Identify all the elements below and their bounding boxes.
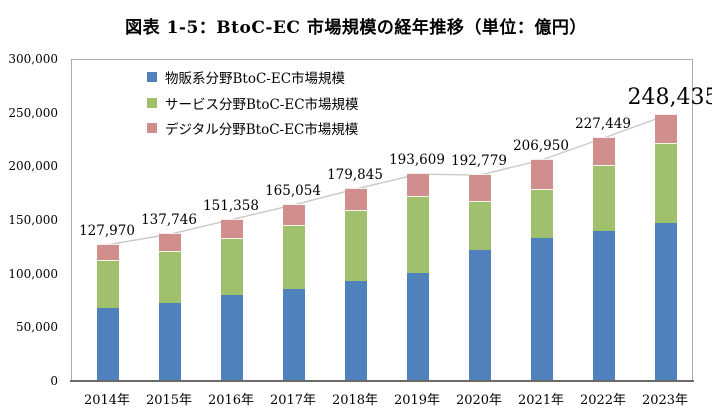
bar-segment: [97, 259, 119, 308]
bar-segment: [345, 209, 367, 282]
total-label-2022年: 227,449: [575, 115, 631, 132]
total-label-2017年: 165,054: [265, 182, 321, 199]
total-line: [107, 114, 667, 246]
total-label-2015年: 137,746: [141, 212, 197, 229]
bar-segment: [531, 188, 553, 239]
bar-segment: [469, 174, 491, 201]
bar-segment: [221, 295, 243, 381]
bar-segment: [283, 288, 305, 381]
total-label-2021年: 206,950: [513, 137, 569, 154]
bar-segment: [655, 142, 677, 224]
bar-segment: [593, 164, 615, 231]
legend-label: 物販系分野BtoC-EC市場規模: [165, 71, 346, 87]
legend-swatch-icon: [147, 72, 157, 82]
bar-segment: [283, 203, 305, 225]
bar-segment: [159, 303, 181, 381]
x-axis-label: 2019年: [393, 393, 441, 408]
legend: 物販系分野BtoC-EC市場規模 サービス分野BtoC-EC市場規模 デジタル分野B…: [147, 67, 359, 144]
x-axis-label: 2018年: [331, 393, 379, 408]
bar-2015年: [159, 233, 181, 381]
total-label-2020年: 192,779: [451, 153, 507, 170]
y-tick-label: 100,000: [8, 266, 58, 281]
bar-2023年: [655, 114, 677, 381]
bar-2020年: [469, 174, 491, 381]
total-label-2019年: 193,609: [389, 152, 445, 169]
total-label-2014年: 127,970: [79, 222, 135, 239]
bar-segment: [221, 237, 243, 296]
y-tick-label: 50,000: [16, 320, 58, 335]
bar-segment: [97, 243, 119, 260]
legend-swatch-icon: [147, 123, 157, 133]
total-label-2018年: 179,845: [327, 166, 383, 183]
bar-segment: [593, 230, 615, 381]
bar-segment: [97, 307, 119, 381]
bar-segment: [469, 200, 491, 250]
y-tick-label: 250,000: [8, 105, 58, 120]
legend-item: サービス分野BtoC-EC市場規模: [147, 93, 359, 113]
x-axis-label: 2014年: [83, 393, 131, 408]
x-axis-label: 2022年: [579, 393, 627, 408]
bar-segment: [469, 249, 491, 381]
y-tick-label: 0: [50, 374, 58, 388]
bar-segment: [531, 238, 553, 381]
legend-item: 物販系分野BtoC-EC市場規模: [147, 67, 359, 87]
bar-segment: [221, 218, 243, 238]
y-tick-label: 300,000: [8, 52, 58, 66]
bar-2018年: [345, 187, 367, 381]
bar-segment: [655, 223, 677, 381]
legend-label: サービス分野BtoC-EC市場規模: [165, 96, 359, 113]
x-axis-line: [70, 380, 694, 382]
bar-2021年: [531, 158, 553, 381]
y-tick-label: 150,000: [8, 213, 58, 227]
bar-segment: [159, 250, 181, 304]
bar-segment: [345, 187, 367, 210]
x-axis-label: 2016年: [207, 393, 255, 408]
bar-2017年: [283, 203, 305, 381]
chart-title: 図表 1-5：BtoC-EC 市場規模の経年推移（単位：億円）: [125, 18, 587, 38]
legend-label: デジタル分野BtoC-EC市場規模: [165, 122, 359, 138]
x-axis-label: 2021年: [517, 393, 565, 408]
bar-segment: [159, 233, 181, 251]
total-label-2023年: 248,435: [627, 85, 712, 111]
bar-segment: [407, 173, 429, 197]
bar-segment: [283, 224, 305, 289]
y-axis: 0 50,000 100,000 150,000 200,000 250,000 300,0…: [0, 0, 58, 415]
legend-swatch-icon: [147, 97, 157, 108]
bar-segment: [407, 273, 429, 381]
bar-2019年: [407, 173, 429, 381]
bar-2016年: [221, 218, 243, 381]
plot-area: [71, 59, 693, 381]
x-axis-label: 2017年: [269, 393, 317, 408]
x-axis-label: 2023年: [641, 393, 689, 408]
bar-segment: [345, 281, 367, 381]
bar-segment: [655, 114, 677, 143]
x-axis-label: 2015年: [145, 393, 193, 408]
y-tick-label: 200,000: [8, 159, 58, 174]
total-label-2016年: 151,358: [203, 197, 259, 214]
bar-segment: [531, 158, 553, 189]
bar-2014年: [97, 243, 119, 381]
bar-2022年: [593, 136, 615, 381]
legend-item: デジタル分野BtoC-EC市場規模: [147, 118, 359, 138]
x-axis-label: 2020年: [455, 393, 503, 408]
bar-segment: [593, 136, 615, 165]
bar-segment: [407, 196, 429, 274]
